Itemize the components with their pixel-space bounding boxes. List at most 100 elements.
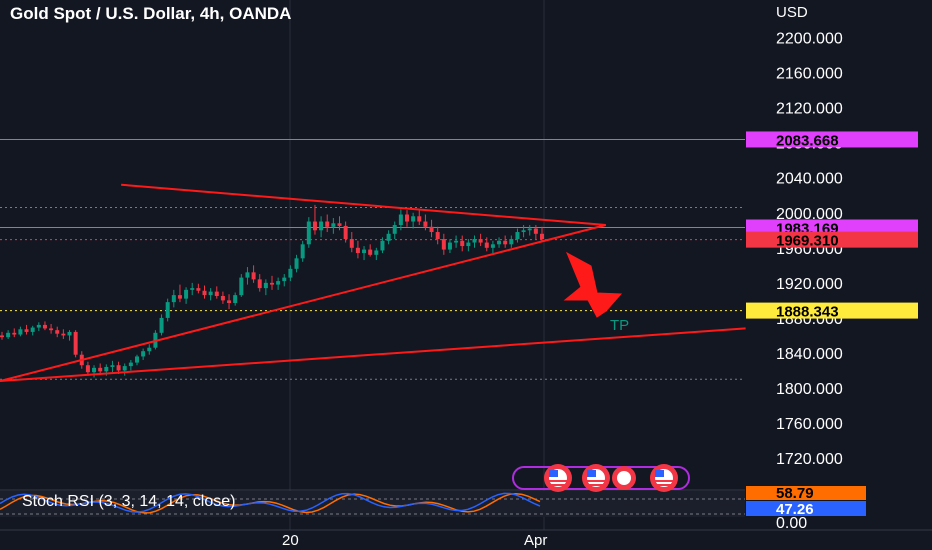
price-tag-value: 1969.310 (776, 233, 839, 250)
candle-body (521, 230, 526, 233)
y-tick-label: 2200.000 (776, 31, 843, 48)
down-arrow-icon (563, 251, 623, 318)
candle-body (515, 232, 520, 240)
candle-body (49, 328, 54, 331)
candle-body (312, 221, 317, 231)
candle-body (110, 365, 115, 367)
candle-body (128, 362, 133, 367)
candle-body (85, 365, 90, 373)
candle-body (239, 277, 244, 296)
candle-body (276, 281, 281, 285)
y-tick-label: 1760.000 (776, 416, 843, 433)
oscillator-label: Stoch RSI (3, 3, 14, 14, close) (22, 493, 236, 510)
price-tag (746, 131, 918, 148)
candle-body (227, 300, 232, 304)
candle-body (30, 327, 35, 332)
lower-channel[interactable] (0, 327, 746, 382)
us-flag-icon[interactable] (650, 464, 678, 492)
candle-body (202, 290, 207, 296)
axis-unit-label: USD (776, 4, 808, 21)
candle-body (374, 250, 379, 255)
price-tag-value: 2083.668 (776, 132, 839, 149)
candle-body (196, 288, 201, 291)
candle-body (61, 333, 66, 336)
candle-body (122, 366, 127, 371)
x-axis-label: Apr (524, 532, 547, 549)
y-tick-label: 2040.000 (776, 171, 843, 188)
candle-body (0, 335, 4, 338)
candle-body (355, 247, 360, 254)
oscillator-axis-tick: 0.00 (776, 515, 807, 532)
candle-body (135, 356, 139, 363)
candle-body (435, 232, 440, 240)
price-axis: 2200.0002160.0002120.0002080.0002040.000… (776, 31, 843, 469)
candle-body (466, 242, 471, 247)
us-flag-icon[interactable] (544, 464, 572, 492)
candle-body (478, 239, 483, 243)
candle-body (92, 367, 97, 373)
y-tick-label: 1800.000 (776, 381, 843, 398)
price-tag (746, 219, 918, 236)
x-axis-label: 20 (282, 532, 299, 549)
candle-body (484, 242, 489, 248)
candle-body (288, 268, 293, 278)
candle-body (6, 332, 11, 338)
candle-body (159, 317, 164, 333)
candle-body (503, 240, 508, 245)
candle-body (233, 295, 238, 304)
candle-body (67, 331, 72, 336)
candlesticks (0, 204, 544, 378)
price-tag-value: 1888.343 (776, 304, 839, 321)
candle-body (337, 223, 342, 226)
us-flag-icon[interactable] (582, 464, 610, 492)
oscillator-band (0, 491, 745, 517)
candle-body (300, 244, 305, 259)
candle-body (270, 282, 274, 285)
y-tick-label: 1840.000 (776, 346, 843, 363)
candle-body (497, 240, 502, 245)
candle-body (257, 279, 262, 289)
triangle-lower[interactable] (0, 224, 607, 382)
candle-body (405, 214, 409, 222)
candle-body (533, 228, 538, 234)
tp-annotation: TP (610, 317, 629, 334)
candle-body (214, 291, 219, 296)
y-tick-label: 1720.000 (776, 451, 843, 468)
stoch-d-tag (746, 486, 866, 500)
stoch-d-value: 58.79 (776, 485, 814, 502)
candle-body (417, 216, 422, 222)
candle-body (220, 296, 225, 301)
horizontal-lines (0, 138, 745, 380)
candle-body (368, 249, 373, 255)
candle-body (306, 221, 311, 245)
candle-body (398, 214, 403, 226)
y-tick-label: 1920.000 (776, 276, 843, 293)
candle-body (190, 288, 195, 290)
candle-body (251, 272, 256, 280)
candle-body (116, 365, 121, 371)
candle-body (177, 295, 182, 299)
candle-body (73, 331, 78, 355)
candle-body (540, 233, 544, 240)
candle-body (472, 239, 477, 243)
y-tick-label: 2120.000 (776, 101, 843, 118)
candle-body (263, 282, 268, 289)
candle-body (423, 221, 428, 227)
candle-body (208, 291, 213, 296)
candle-body (18, 329, 23, 335)
price-tag (746, 231, 918, 248)
trendlines (0, 183, 746, 382)
candle-body (362, 249, 367, 254)
candle-body (331, 223, 336, 227)
candle-body (509, 239, 514, 245)
us-flag-icon[interactable] (612, 466, 636, 490)
y-tick-label: 2160.000 (776, 66, 843, 83)
candle-body (104, 366, 109, 372)
candle-body (392, 225, 397, 234)
triangle-upper[interactable] (121, 183, 606, 227)
event-flags[interactable] (512, 464, 690, 492)
candle-body (325, 221, 330, 227)
price-tag (746, 302, 918, 319)
candle-body (380, 240, 385, 251)
